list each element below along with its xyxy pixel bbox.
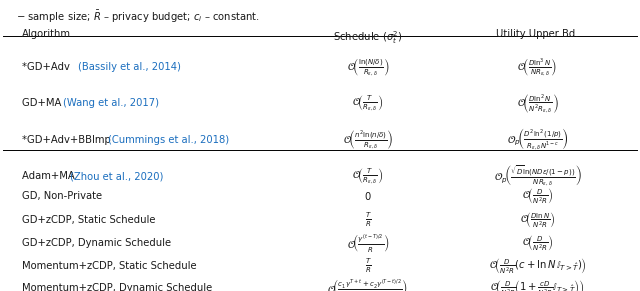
- Text: $0$: $0$: [364, 190, 372, 203]
- Text: Momentum+zCDP, Static Schedule: Momentum+zCDP, Static Schedule: [22, 261, 197, 271]
- Text: Schedule ($\sigma_t^2$): Schedule ($\sigma_t^2$): [333, 29, 403, 46]
- Text: $\mathcal{O}\!\left(\frac{n^2\ln(n/\delta)}{R_{\epsilon,\delta}}\right)$: $\mathcal{O}\!\left(\frac{n^2\ln(n/\delt…: [343, 128, 393, 151]
- Text: $\mathcal{O}\!\left(\frac{D\ln^2 N}{N^2 R_{\epsilon,\delta}}\right)$: $\mathcal{O}\!\left(\frac{D\ln^2 N}{N^2 …: [516, 92, 559, 115]
- Text: Adam+MA: Adam+MA: [22, 171, 78, 181]
- Text: $\mathcal{O}\!\left(\frac{T}{R_{\epsilon,\delta}}\right)$: $\mathcal{O}\!\left(\frac{T}{R_{\epsilon…: [353, 166, 383, 186]
- Text: *GD+Adv: *GD+Adv: [22, 62, 74, 72]
- Text: GD, Non-Private: GD, Non-Private: [22, 191, 102, 201]
- Text: GD+MA: GD+MA: [22, 98, 65, 108]
- Text: $\frac{T}{R}$: $\frac{T}{R}$: [365, 211, 371, 229]
- Text: Utility Upper Bd.: Utility Upper Bd.: [497, 29, 579, 39]
- Text: (Wang et al., 2017): (Wang et al., 2017): [63, 98, 159, 108]
- Text: *GD+Adv+BBImp: *GD+Adv+BBImp: [22, 135, 115, 145]
- Text: $\mathcal{O}_p\!\left(\frac{\sqrt{D}\ln(ND\epsilon/(1-p))}{N R_{\epsilon,\delta}: $\mathcal{O}_p\!\left(\frac{\sqrt{D}\ln(…: [493, 164, 582, 188]
- Text: (Bassily et al., 2014): (Bassily et al., 2014): [78, 62, 181, 72]
- Text: $\mathcal{O}\!\left(\frac{D}{N^2 R}(c + \ln N\, \mathbb{I}_{T>\hat{T}})\right)$: $\mathcal{O}\!\left(\frac{D}{N^2 R}(c + …: [489, 256, 586, 276]
- Text: $\mathcal{O}\!\left(\frac{\ln(N/\delta)}{R_{\epsilon,\delta}}\right)$: $\mathcal{O}\!\left(\frac{\ln(N/\delta)}…: [347, 56, 389, 78]
- Text: $-$ sample size; $\bar{R}$ – privacy budget; $c_i$ – constant.: $-$ sample size; $\bar{R}$ – privacy bud…: [16, 9, 260, 25]
- Text: Algorithm: Algorithm: [22, 29, 72, 39]
- Text: $\frac{T}{R}$: $\frac{T}{R}$: [365, 257, 371, 275]
- Text: (Zhou et al., 2020): (Zhou et al., 2020): [70, 171, 164, 181]
- Text: $\mathcal{O}\!\left(\frac{T}{R_{\epsilon,\delta}}\right)$: $\mathcal{O}\!\left(\frac{T}{R_{\epsilon…: [353, 93, 383, 113]
- Text: GD+zCDP, Static Schedule: GD+zCDP, Static Schedule: [22, 215, 156, 225]
- Text: Momentum+zCDP, Dynamic Schedule: Momentum+zCDP, Dynamic Schedule: [22, 283, 212, 291]
- Text: $\mathcal{O}\!\left(\frac{D}{N^2 R}\!\left(1+\frac{cD}{N^2 R}\mathbb{I}_{T>\hat{: $\mathcal{O}\!\left(\frac{D}{N^2 R}\!\le…: [490, 278, 585, 291]
- Text: $\mathcal{O}\!\left(\frac{D\ln N}{N^2 R}\right)$: $\mathcal{O}\!\left(\frac{D\ln N}{N^2 R}…: [520, 210, 556, 230]
- Text: (Cummings et al., 2018): (Cummings et al., 2018): [108, 135, 228, 145]
- Text: $\mathcal{O}\!\left(\frac{\gamma^{(t-T)/2}}{R}\right)$: $\mathcal{O}\!\left(\frac{\gamma^{(t-T)/…: [347, 232, 389, 254]
- Text: $\mathcal{O}\!\left(\frac{D}{N^2 R}\right)$: $\mathcal{O}\!\left(\frac{D}{N^2 R}\righ…: [522, 233, 554, 253]
- Text: $\mathcal{O}\!\left(\frac{D\ln^3 N}{N R_{\epsilon,\delta}}\right)$: $\mathcal{O}\!\left(\frac{D\ln^3 N}{N R_…: [518, 56, 557, 78]
- Text: GD+zCDP, Dynamic Schedule: GD+zCDP, Dynamic Schedule: [22, 238, 172, 248]
- Text: $\mathcal{O}_p\!\left(\frac{D^2\ln^2(1/p)}{R_{\epsilon,\delta}N^{1-c}}\right)$: $\mathcal{O}_p\!\left(\frac{D^2\ln^2(1/p…: [507, 127, 568, 152]
- Text: $\mathcal{O}\!\left(\frac{D}{N^2 R}\right)$: $\mathcal{O}\!\left(\frac{D}{N^2 R}\righ…: [522, 187, 554, 206]
- Text: $\mathcal{O}\!\left(\frac{c_1\gamma^{T+t}+c_2\gamma^{(T-t)/2}}{R}\right)$: $\mathcal{O}\!\left(\frac{c_1\gamma^{T+t…: [328, 277, 408, 291]
